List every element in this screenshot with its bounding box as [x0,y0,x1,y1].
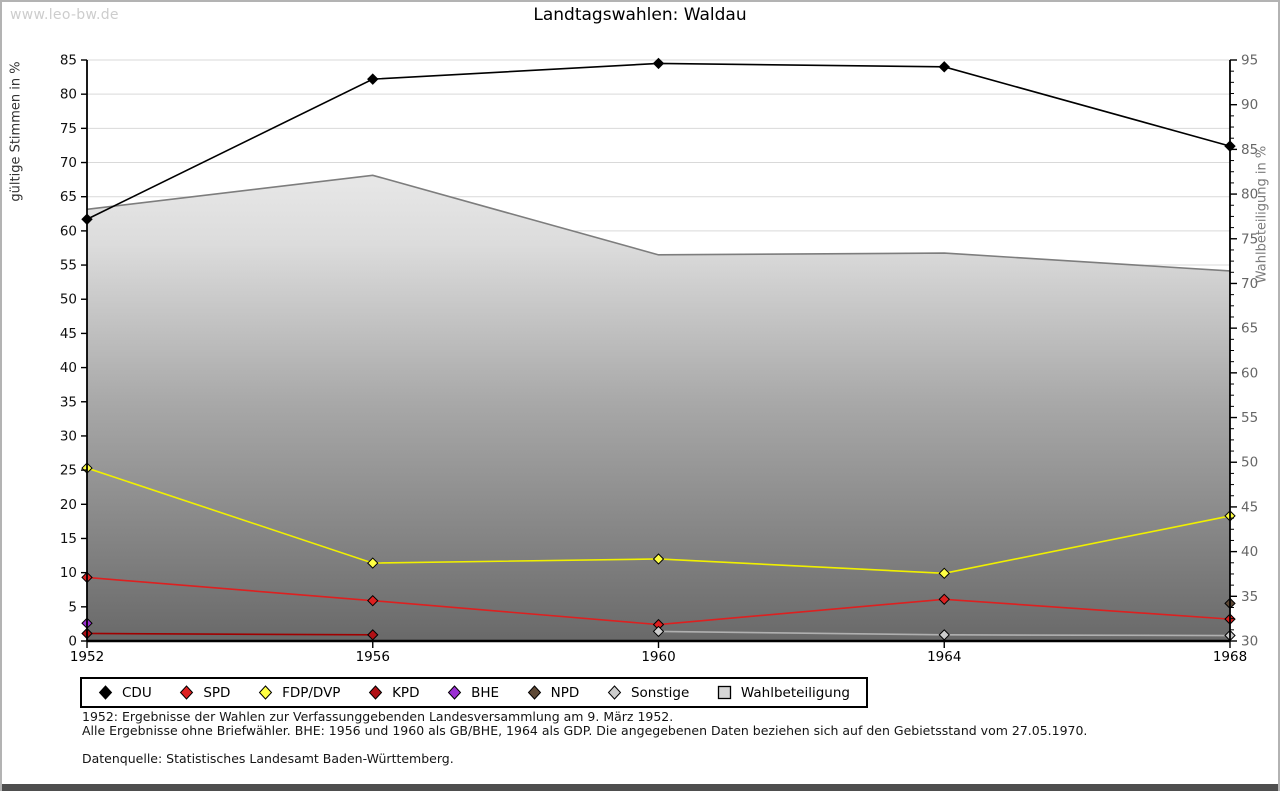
right-tick-label: 30 [1241,634,1258,650]
legend-item-sonstige: Sonstige [607,685,689,701]
legend-label: Wahlbeteiligung [740,684,850,701]
right-tick-label: 45 [1241,499,1258,515]
data-point [938,567,950,580]
right-tick-label: 70 [1241,276,1258,292]
left-tick-label: 15 [60,531,77,547]
left-tick-label: 45 [60,326,77,342]
footnote-1952: 1952: Ergebnisse der Wahlen zur Verfassu… [82,709,674,724]
left-tick-label: 35 [60,394,77,410]
legend-item-npd: NPD [527,684,580,701]
data-point [652,625,665,638]
legend-marker-icon [527,685,541,700]
chart-legend: CDU SPD FDP/DVP KPD BHE NPD Sonstige Wahlbeteil… [80,677,868,708]
legend-label: Sonstige [630,684,690,701]
right-tick-label: 95 [1241,53,1258,69]
data-point [938,593,950,606]
left-tick-label: 5 [68,599,77,615]
left-tick-label: 10 [60,565,77,581]
election-line-chart: 0 5 10 15 20 25 30 35 40 45 50 55 60 65 70 75 80 85 30 35 40… [60,53,1258,666]
right-tick-label: 55 [1241,410,1258,426]
x-tick-label: 1952 [70,649,104,665]
legend-marker-icon [368,685,383,700]
window-bottom-edge [2,784,1278,791]
right-tick-label: 85 [1241,142,1258,158]
legend-item-kpd: KPD [368,685,419,701]
legend-item-cdu: CDU [98,685,152,701]
legend-item-wahlbeteiligung: Wahlbeteiligung [717,685,850,701]
data-point [652,57,665,70]
data-point [367,594,379,607]
legend-marker-icon [447,685,462,700]
legend-label: CDU [122,684,152,701]
left-tick-label: 50 [60,292,77,308]
legend-marker-icon [258,685,273,700]
watermark: www.leo-bw.de [10,7,119,23]
x-tick-label: 1960 [641,649,675,665]
right-tick-label: 35 [1241,589,1258,605]
x-tick-label: 1956 [356,649,390,665]
data-point [367,557,379,569]
left-tick-label: 80 [60,87,77,103]
legend-label: BHE [471,684,500,701]
right-tick-label: 75 [1241,231,1258,247]
footnote-method: Alle Ergebnisse ohne Briefwähler. BHE: 1… [82,723,1088,738]
chart-title: Landtagswahlen: Waldau [533,5,747,25]
left-tick-label: 30 [60,428,77,444]
left-tick-label: 0 [68,634,77,650]
footnote-source: Datenquelle: Statistisches Landesamt Bad… [82,751,454,766]
right-tick-label: 80 [1241,187,1258,203]
data-point [367,73,379,85]
left-axis-label: gültige Stimmen in % [8,61,24,202]
legend-item-fdpdvp: FDP/DVP [258,685,340,701]
left-tick-label: 40 [60,360,77,376]
left-tick-label: 55 [60,258,77,274]
legend-marker-icon [180,685,194,700]
left-tick-label: 75 [60,121,77,137]
legend-item-spd: SPD [179,685,230,701]
left-tick-label: 60 [60,223,77,239]
left-tick-label: 70 [60,155,77,171]
left-tick-label: 65 [60,189,77,205]
legend-label: FDP/DVP [282,684,341,701]
right-tick-label: 90 [1241,97,1258,113]
legend-marker-icon [98,685,113,700]
right-tick-label: 50 [1241,455,1258,471]
right-tick-label: 65 [1241,321,1258,337]
left-tick-label: 20 [60,497,77,513]
x-tick-label: 1968 [1213,649,1247,665]
legend-marker-icon [607,685,622,700]
legend-label: NPD [550,684,580,701]
legend-item-bhe: BHE [447,685,499,701]
data-point [652,553,665,565]
series-line-kpd [86,632,373,636]
right-tick-label: 40 [1241,544,1258,560]
legend-label: KPD [392,684,420,701]
wahlbeteiligung-area [87,175,1230,641]
right-axis-label: Wahlbeteiligung in % [1254,145,1270,284]
left-tick-label: 85 [60,53,77,69]
legend-label: SPD [203,684,231,701]
left-tick-label: 25 [60,463,77,479]
wahlbeteiligung-edge [86,174,1231,272]
x-tick-label: 1964 [927,649,961,665]
right-tick-label: 60 [1241,365,1258,381]
data-point [938,61,950,73]
legend-marker-icon [717,685,732,700]
